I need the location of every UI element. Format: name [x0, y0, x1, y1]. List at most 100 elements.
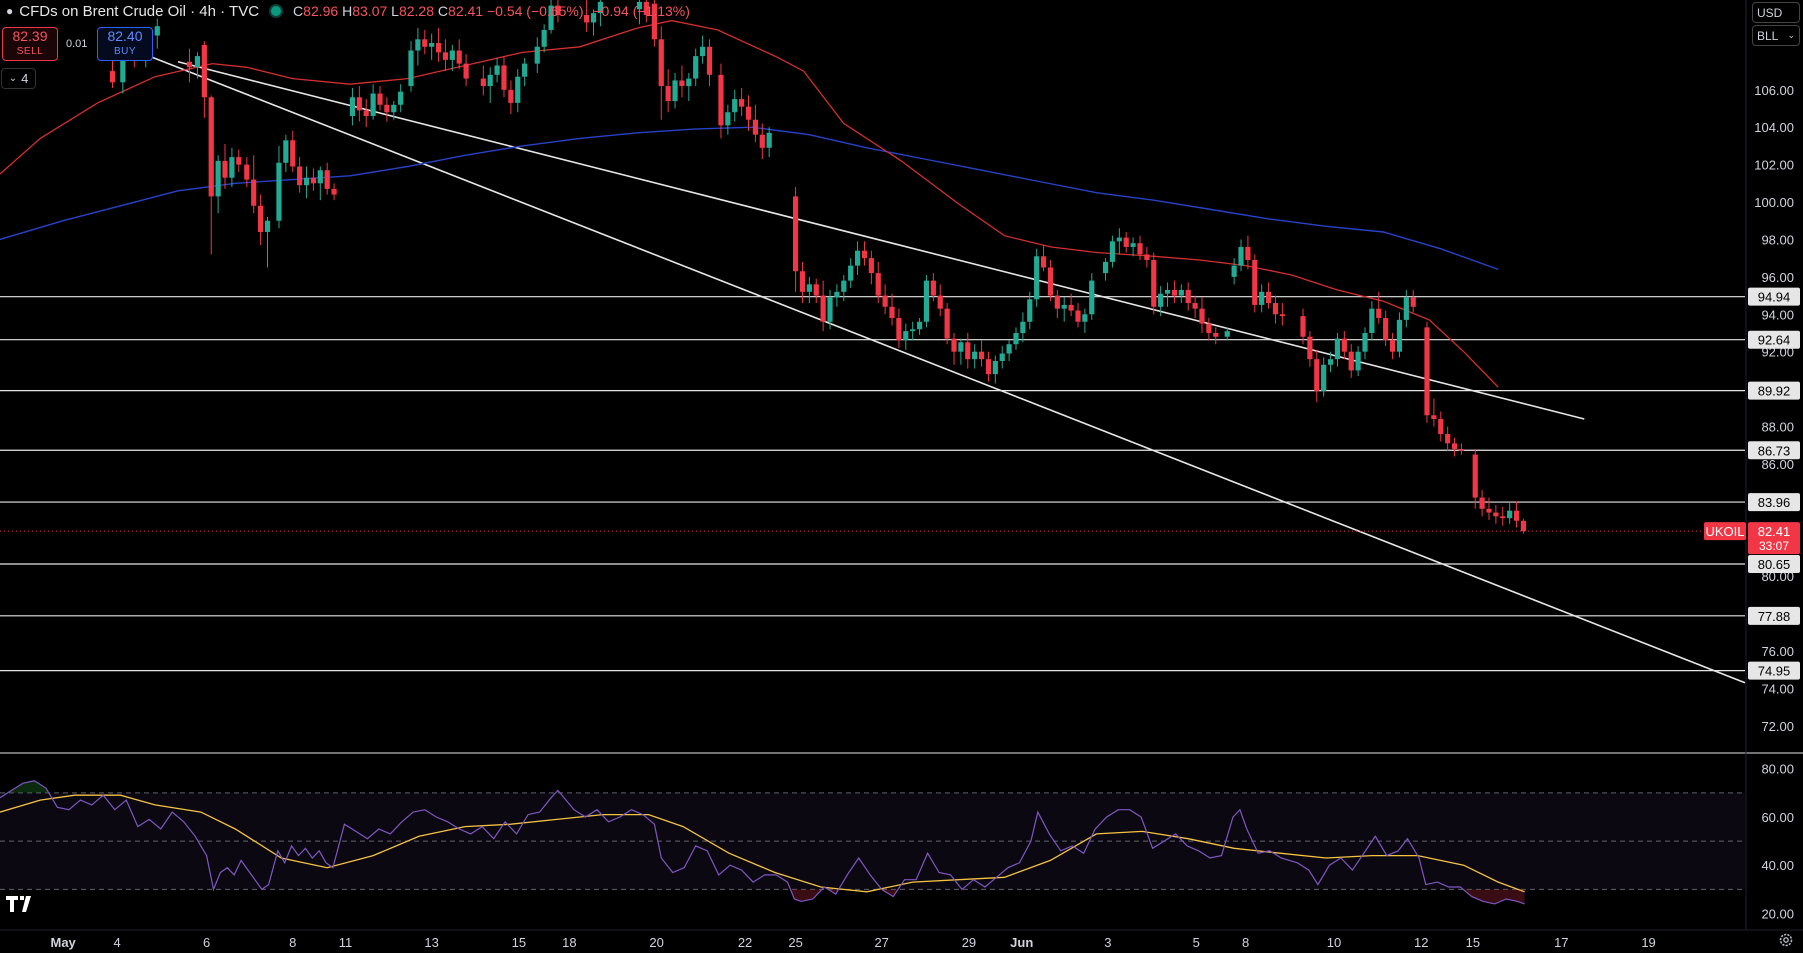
time-tick-0: May — [50, 935, 76, 950]
candle-body — [1109, 241, 1116, 262]
chart-header: ● CFDs on Brent Crude Oil · 4h · TVC C82… — [0, 0, 690, 22]
candle-39 — [442, 39, 449, 72]
trendline-1 — [148, 55, 1746, 684]
settings-gear-icon[interactable] — [1778, 932, 1794, 948]
candle-49 — [522, 57, 528, 87]
time-tick-12: 29 — [962, 935, 976, 950]
candle-body — [422, 39, 428, 47]
candle-65 — [693, 48, 699, 87]
candle-115 — [1061, 297, 1067, 322]
candle-131 — [1178, 284, 1184, 304]
candle-body — [1445, 433, 1451, 444]
candle-body — [1279, 314, 1285, 317]
candle-152 — [1341, 331, 1347, 360]
candle-body — [1054, 295, 1060, 309]
candle-body — [494, 65, 500, 75]
candle-body — [1259, 291, 1265, 305]
candle-89 — [882, 284, 888, 315]
candle-body — [999, 353, 1005, 362]
candle-body — [408, 50, 414, 87]
candle-158 — [1383, 310, 1389, 347]
candle-body — [739, 99, 745, 107]
candle-33 — [398, 84, 404, 113]
rsi-oversold-fill — [790, 889, 822, 902]
time-tick-13: Jun — [1010, 935, 1033, 950]
candle-84 — [848, 258, 854, 289]
price-tick-10: 86.00 — [1761, 457, 1794, 472]
candle-body — [1500, 516, 1506, 519]
candle-body — [643, 1, 649, 15]
candle-body — [972, 351, 978, 360]
candle-body — [1068, 304, 1074, 311]
candle-108 — [1013, 327, 1019, 350]
candle-body — [1362, 332, 1368, 352]
level-label-bg-2 — [1748, 381, 1800, 400]
price-axis[interactable]: 106.00 104.00 102.00 100.00 98.00 96.00 94.00 9… — [1704, 0, 1800, 930]
sell-button[interactable]: 82.39 SELL — [2, 27, 58, 61]
candle-body — [745, 106, 752, 120]
candle-body — [1034, 256, 1040, 300]
candle-34 — [408, 41, 414, 92]
candles — [109, 0, 1527, 534]
candle-body — [1075, 310, 1081, 322]
candle-161 — [1403, 289, 1409, 328]
candle-98 — [944, 303, 950, 345]
candle-156 — [1369, 301, 1375, 341]
candle-20 — [297, 157, 303, 193]
candle-body — [1438, 419, 1444, 434]
level-label-bg-3 — [1748, 441, 1800, 460]
tradingview-logo-icon[interactable] — [6, 896, 36, 917]
candle-body — [706, 46, 713, 75]
candle-106 — [999, 346, 1005, 369]
currency-select[interactable]: USD — [1752, 2, 1800, 23]
candle-36 — [422, 29, 428, 55]
unit-select[interactable]: BLL ⌄ — [1752, 25, 1800, 46]
time-axis[interactable]: May 4 6 8 11 13 15 18 20 22 25 27 29 Jun 3 5 8 10 12 15 17 19 — [0, 929, 1803, 950]
candle-body — [910, 329, 916, 332]
candle-body — [951, 338, 957, 352]
candle-143 — [1265, 282, 1272, 309]
candle-body — [1178, 289, 1184, 296]
candle-body — [120, 54, 126, 83]
candle-146 — [1300, 308, 1306, 345]
candle-body — [693, 56, 699, 79]
candle-body — [1321, 364, 1327, 391]
indicators-toggle[interactable]: ⌄ 4 — [1, 68, 36, 89]
candle-body — [1369, 308, 1375, 333]
candle-body — [636, 1, 643, 10]
candle-118 — [1082, 308, 1088, 333]
candle-body — [665, 86, 671, 102]
candle-128 — [1158, 286, 1164, 317]
candle-40 — [449, 44, 455, 72]
candle-120 — [1102, 258, 1109, 281]
candle-102 — [972, 344, 978, 369]
candle-86 — [861, 241, 868, 266]
buy-button[interactable]: 82.40 BUY — [97, 27, 153, 61]
candle-58 — [643, 0, 649, 23]
rsi-tick-1: 60.00 — [1761, 810, 1794, 825]
candle-4 — [154, 18, 160, 49]
time-tick-10: 25 — [788, 935, 802, 950]
price-tick-6: 94.00 — [1761, 307, 1794, 322]
candle-body — [501, 65, 507, 90]
time-tick-16: 8 — [1242, 935, 1249, 950]
candle-171 — [1486, 497, 1492, 521]
candle-17 — [276, 145, 282, 229]
candle-130 — [1171, 280, 1178, 304]
candle-body — [194, 56, 201, 68]
indicator-count: 4 — [21, 71, 29, 86]
buy-price: 82.40 — [107, 28, 143, 44]
time-tick-9: 22 — [738, 935, 752, 950]
time-tick-8: 20 — [649, 935, 663, 950]
time-tick-2: 6 — [203, 935, 210, 950]
candle-body — [903, 331, 909, 341]
candle-body — [1520, 520, 1527, 532]
candle-body — [1027, 299, 1033, 322]
candle-68 — [718, 63, 724, 139]
symbol-title[interactable]: CFDs on Brent Crude Oil · 4h · TVC — [19, 2, 260, 20]
candle-body — [1213, 332, 1219, 337]
candle-35 — [415, 28, 421, 66]
price-tick-3: 100.00 — [1754, 195, 1794, 210]
level-label-5: 80.65 — [1758, 557, 1791, 572]
